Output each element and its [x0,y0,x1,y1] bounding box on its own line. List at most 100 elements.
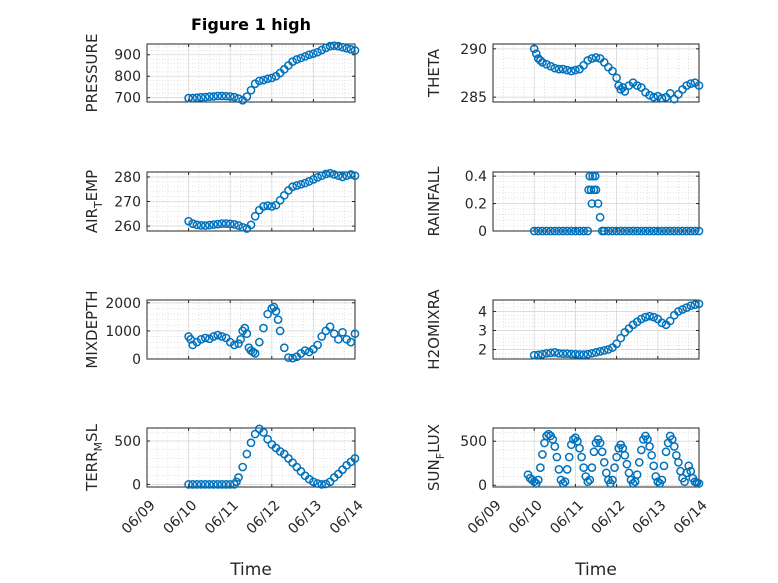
y-tick-label: 2 [478,342,487,358]
data-point [246,220,256,230]
data-point [579,350,588,359]
x-tick-label: 06/12 [244,497,284,537]
data-point [649,461,659,471]
data-point [250,429,260,439]
data-point [205,480,214,489]
data-point [246,85,256,95]
y-axis-label: THETA [425,48,443,98]
y-axis-label: TERRMSL [83,423,105,492]
data-point [350,329,360,339]
data-point [196,480,206,489]
data-point [591,185,601,195]
data-point [292,55,302,64]
data-point [554,226,564,236]
data-point [661,226,671,236]
data-point [620,450,630,460]
data-point [221,91,231,101]
data-point [690,226,700,236]
y-tick-label: 0 [132,477,141,493]
data-point [645,226,654,236]
data-point [562,349,572,359]
data-point [217,91,227,101]
data-point [558,479,568,488]
y-tick-label: 500 [114,434,141,450]
y-axis-label: MIXDEPTH [83,290,101,368]
data-point [188,219,198,228]
y-tick-label: 0.2 [465,197,487,213]
x-tick-label: 06/12 [588,497,628,537]
data-point [616,85,626,94]
x-tick-label: 06/11 [202,497,242,537]
data-point [657,475,667,485]
y-label-subscript: M [92,442,105,452]
data-point [250,349,260,358]
data-point [300,346,310,355]
data-point [329,170,339,179]
data-point [558,349,568,359]
data-point [196,334,206,344]
data-point [649,312,659,322]
data-point [665,88,675,98]
data-point [225,219,235,229]
data-point [188,93,198,103]
data-point [583,226,593,236]
panel-air_temp: 260 270 280 AIRTEMP [83,168,360,235]
data-point [585,171,595,181]
data-point [620,87,630,96]
data-point [612,73,621,83]
data-point [550,442,560,451]
data-point [242,449,252,459]
data-point [184,480,193,489]
data-point [587,463,597,472]
data-point [313,340,322,350]
data-point [313,173,322,182]
data-point [608,475,617,485]
data-point [671,450,681,460]
data-point [612,226,621,236]
data-point [238,222,248,232]
data-point [542,59,551,69]
data-point [550,63,560,73]
data-point [583,349,593,359]
data-point [321,43,331,53]
data-point [597,447,607,457]
data-point [641,312,650,322]
data-point [242,92,252,101]
data-point [552,452,562,462]
data-point [300,178,310,188]
data-point [254,337,264,347]
data-point [263,434,272,444]
data-point [550,226,560,236]
y-label-rest: EMP [83,170,101,201]
y-tick-label: 280 [114,170,141,186]
data-point [346,170,356,179]
data-point [250,211,260,221]
data-point [586,185,596,195]
data-point [317,332,327,341]
y-label-rest: LUX [425,424,443,453]
data-point [546,226,556,236]
data-point [325,41,335,51]
data-point [554,64,564,74]
y-tick-label: 260 [114,219,141,235]
data-point [591,53,601,62]
data-point [562,65,572,75]
data-point [259,202,268,211]
data-point [317,480,327,489]
x-axis-label: Time [229,560,272,580]
data-point [246,438,256,448]
x-axis-label: Time [574,560,617,580]
data-point [334,41,343,51]
data-point [628,479,638,488]
panel-h2omixra: 2 3 4 H2OMIXRA [425,289,704,370]
data-point [254,76,264,86]
data-point [230,220,239,229]
data-point [550,347,560,357]
data-point [225,92,235,101]
data-point [529,350,539,360]
data-point [560,477,570,487]
data-point [240,323,250,333]
data-point [200,92,210,102]
data-point [546,61,556,71]
y-tick-label: 700 [114,91,141,107]
